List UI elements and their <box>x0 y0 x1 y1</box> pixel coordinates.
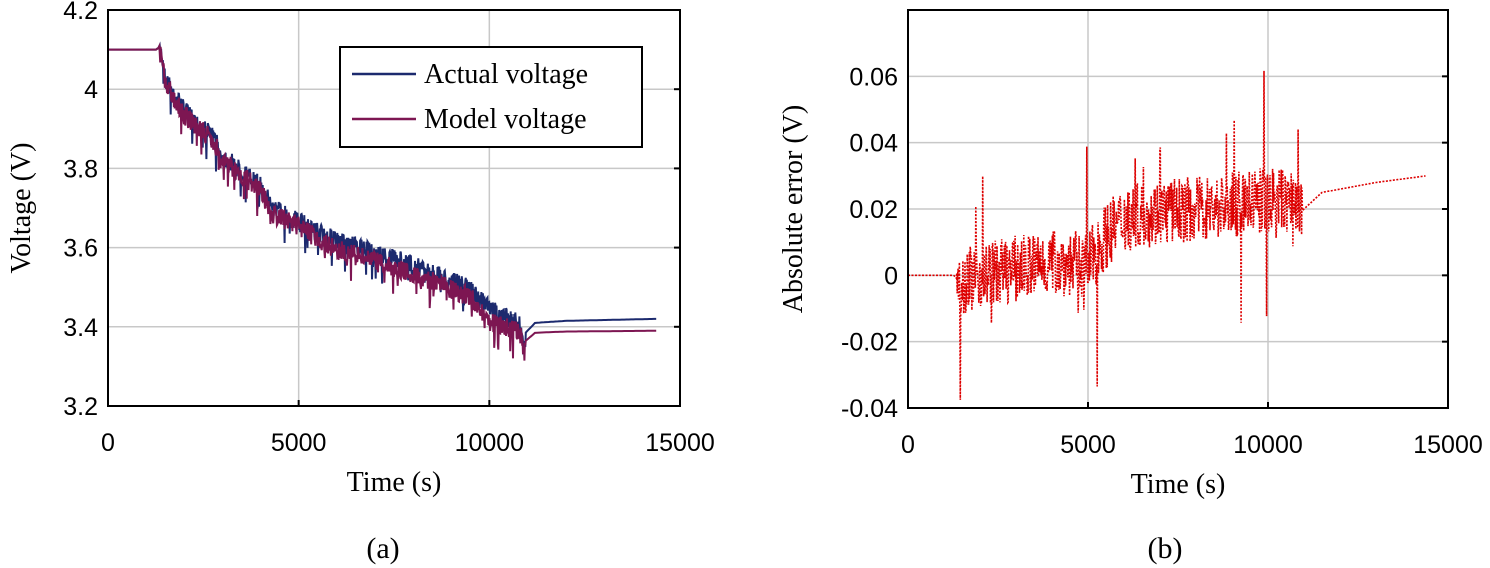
y-tick-label: 0.04 <box>849 130 898 158</box>
y-tick-label: 3.4 <box>63 314 98 342</box>
x-tick-label: 0 <box>901 431 915 459</box>
x-tick-label: 10000 <box>1233 431 1303 459</box>
caption: (a) <box>366 532 399 565</box>
y-axis-label: Voltage (V) <box>6 143 37 274</box>
plot-frame <box>907 9 1449 409</box>
chart-b: 0 5000 10000 15000 -0.04 -0.02 0 0.02 0.04 0.06 Ti… <box>778 9 1483 565</box>
y-tick-label: 0.06 <box>849 63 898 91</box>
series-line-0 <box>908 70 1426 400</box>
x-tick-label: 0 <box>101 429 115 457</box>
y-axis-label: Absolute error (V) <box>778 105 809 313</box>
series-line-1 <box>108 42 657 361</box>
caption: (b) <box>1148 532 1183 565</box>
x-tick-label: 15000 <box>1413 431 1483 459</box>
x-axis-label: Time (s) <box>347 467 442 498</box>
legend-label: Actual voltage <box>424 59 588 90</box>
x-tick-label: 5000 <box>271 429 327 457</box>
y-tick-label: 0 <box>884 262 898 290</box>
y-tick-label: 3.8 <box>63 155 98 183</box>
y-tick-label: -0.04 <box>841 395 898 423</box>
legend-label: Model voltage <box>424 104 587 135</box>
y-tick-label: 4.2 <box>63 0 98 25</box>
y-tick-label: 3.6 <box>63 235 98 263</box>
plot-frame <box>107 9 681 407</box>
x-tick-label: 15000 <box>645 429 715 457</box>
x-tick-label: 10000 <box>455 429 525 457</box>
x-axis-label: Time (s) <box>1131 469 1226 500</box>
chart-a: 0 5000 10000 15000 3.2 3.4 3.6 3.8 4 4.2 Time (s) V… <box>6 0 715 565</box>
y-tick-label: 3.2 <box>63 393 98 421</box>
y-tick-label: 4 <box>84 76 98 104</box>
legend-box <box>339 46 643 148</box>
x-tick-label: 5000 <box>1060 431 1116 459</box>
legend: Actual voltage Model voltage <box>339 46 643 148</box>
y-tick-label: 0.02 <box>849 196 898 224</box>
y-tick-label: -0.02 <box>841 329 898 357</box>
